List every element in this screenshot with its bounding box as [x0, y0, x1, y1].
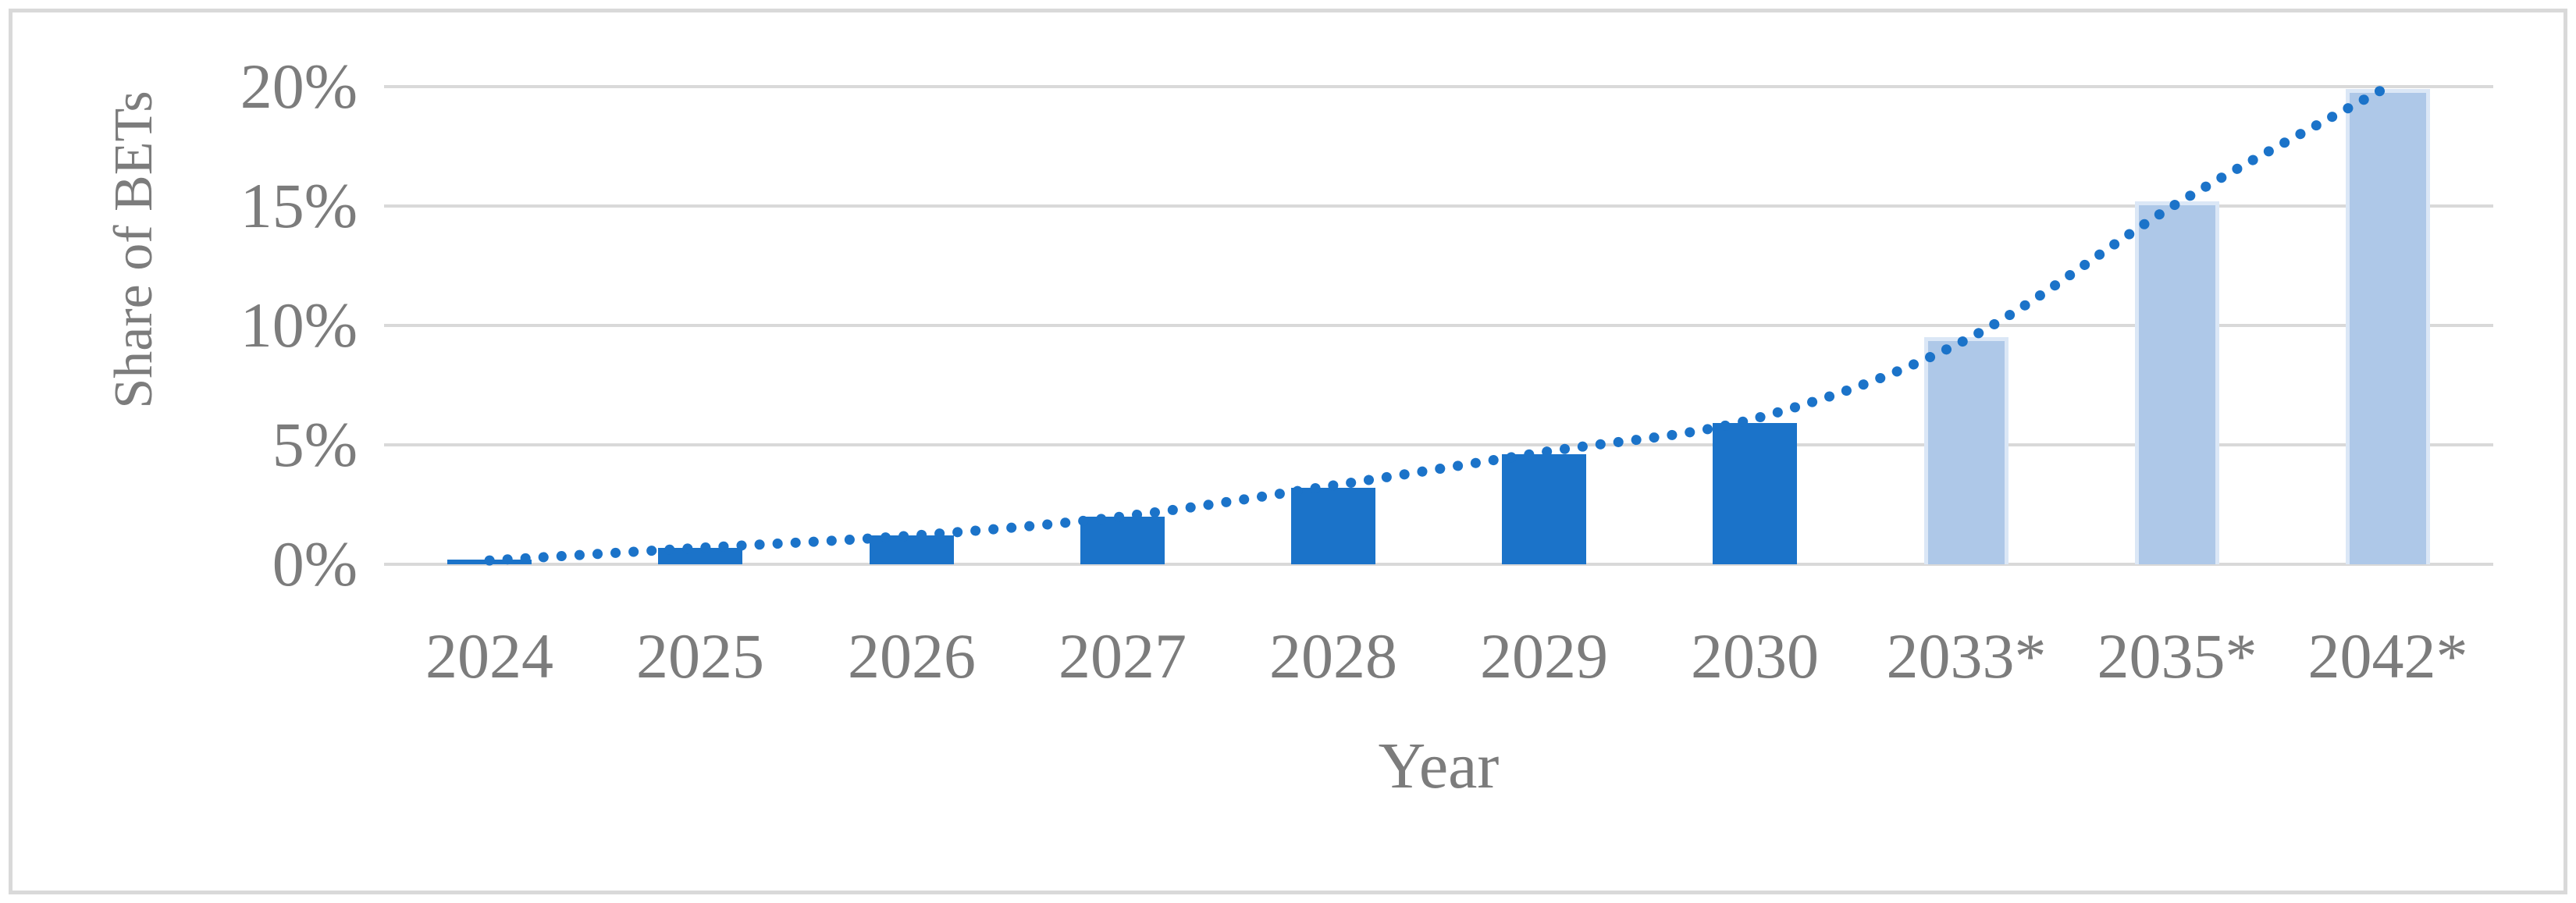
- ytick-label-10%: 10%: [240, 290, 358, 361]
- xtick-label-2033-proj: 2033*: [1886, 620, 2047, 691]
- bar-2033-proj: [1924, 337, 2008, 564]
- ytick-label-0%: 0%: [272, 528, 358, 599]
- bar-2026: [870, 535, 954, 564]
- y-axis-title: Share of BETs: [104, 91, 164, 409]
- bar-2035-proj: [2135, 201, 2219, 564]
- x-axis-title: Year: [1378, 730, 1500, 802]
- xtick-label-2024: 2024: [425, 620, 553, 691]
- bar-2030: [1713, 423, 1797, 564]
- xtick-label-2035-proj: 2035*: [2097, 620, 2258, 691]
- bar-2025: [658, 548, 742, 564]
- xtick-label-2029: 2029: [1480, 620, 1608, 691]
- ytick-label-5%: 5%: [272, 409, 358, 480]
- xtick-label-2030: 2030: [1691, 620, 1819, 691]
- bar-2027: [1080, 517, 1165, 564]
- ytick-label-20%: 20%: [240, 51, 358, 122]
- gridline-20%: [384, 85, 2493, 88]
- xtick-label-2025: 2025: [636, 620, 764, 691]
- xtick-label-2042-proj: 2042*: [2307, 620, 2468, 691]
- bar-2028: [1291, 488, 1375, 564]
- ytick-label-15%: 15%: [240, 170, 358, 241]
- xtick-label-2027: 2027: [1059, 620, 1187, 691]
- bar-2024: [447, 560, 532, 564]
- xtick-label-2028: 2028: [1269, 620, 1397, 691]
- bar-2029: [1502, 454, 1586, 564]
- bar-2042-proj: [2346, 89, 2430, 564]
- xtick-label-2026: 2026: [848, 620, 976, 691]
